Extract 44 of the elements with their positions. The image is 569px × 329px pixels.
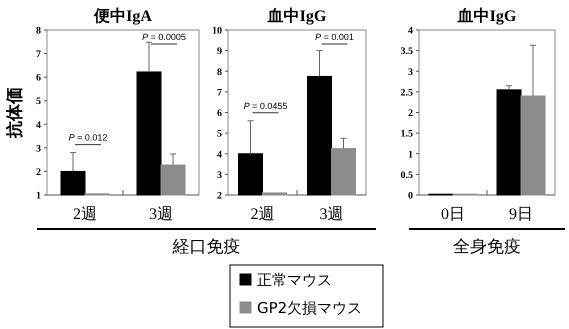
x-tick-label: 2週 (73, 206, 97, 223)
annotation: P = 0.012 (68, 132, 108, 143)
y-tick-label: 0.5 (400, 170, 413, 181)
y-tick-label: 1.5 (400, 128, 413, 140)
y-tick-label: 5 (36, 96, 41, 108)
x-tick-label: 3週 (149, 206, 173, 223)
annotation: P = 0.0455 (244, 100, 288, 111)
annotation: P = 0.001 (315, 32, 354, 42)
chart-title: 血中IgG (456, 7, 517, 25)
chart-title: 血中IgG (266, 7, 327, 25)
y-tick-label: 2 (36, 166, 41, 178)
y-tick-label: 8 (36, 26, 41, 36)
y-tick-label: 3 (36, 143, 41, 154)
x-tick-label: 2週 (250, 206, 274, 223)
y-tick-label: 4 (408, 26, 413, 36)
y-tick-label: 9 (217, 46, 222, 58)
x-tick-label: 3週 (320, 206, 344, 223)
y-tick-label: 1 (408, 149, 413, 160)
y-tick-label: 6 (36, 72, 41, 84)
legend-label: 正常マウス (257, 271, 332, 289)
y-tick-label: 4 (36, 120, 41, 131)
y-tick-label: 7 (217, 87, 222, 98)
y-axis-title: 抗体価 (5, 87, 24, 139)
y-tick-label: 1 (36, 190, 41, 202)
y-tick-label: 7 (36, 49, 41, 60)
x-tick-label: 0日 (441, 206, 465, 223)
text: 全身免疫 (453, 237, 521, 256)
text: 経口免疫 (172, 237, 240, 256)
y-tick-label: 5 (217, 128, 222, 140)
chart-title: 便中IgA (93, 7, 152, 25)
annotation: P = 0.0005 (142, 32, 186, 42)
y-tick-label: 0 (408, 190, 413, 202)
y-tick-label: 6 (217, 108, 222, 119)
x-tick-label: 9日 (509, 206, 533, 223)
y-tick-label: 8 (217, 66, 222, 78)
y-tick-label: 3 (217, 170, 222, 181)
y-tick-label: 2.5 (400, 87, 413, 98)
y-tick-label: 2 (217, 190, 222, 202)
y-tick-label: 4 (217, 149, 222, 160)
y-tick-label: 2 (408, 108, 413, 119)
y-tick-label: 3 (408, 66, 413, 78)
y-tick-label: 10 (212, 26, 222, 36)
y-tick-label: 3.5 (400, 46, 413, 58)
legend-label: GP2欠損マウス (257, 299, 362, 317)
